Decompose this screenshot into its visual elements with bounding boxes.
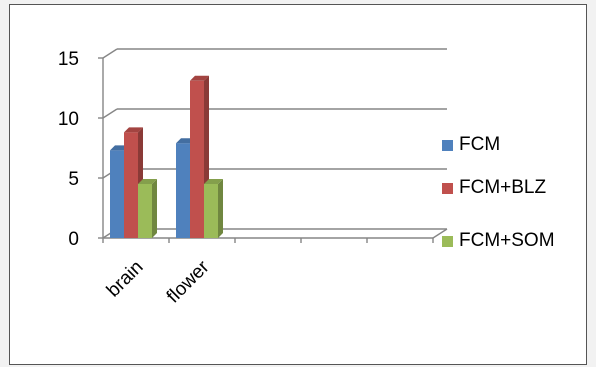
legend-label-fcm-blz: FCM+BLZ <box>459 177 547 198</box>
bar-top <box>190 75 209 81</box>
y-tick-label: 10 <box>58 109 79 130</box>
legend-swatch-fcm <box>442 139 453 151</box>
x-category-labels: brain flower <box>103 256 214 307</box>
legend-swatch-fcm-blz <box>442 182 453 194</box>
y-tick-label: 5 <box>68 169 79 190</box>
y-tick-label: 0 <box>68 229 79 250</box>
bar-front <box>110 150 124 238</box>
bar-1-2 <box>204 179 223 238</box>
bar-side <box>152 179 157 238</box>
bar-top <box>204 179 223 184</box>
bar-front <box>176 143 190 238</box>
bar-top <box>138 179 157 184</box>
legend-label-fcm-som: FCM+SOM <box>459 230 555 251</box>
gridline-connector <box>102 48 118 59</box>
bar-front <box>138 184 152 238</box>
x-category-label: flower <box>163 256 214 307</box>
legend-item-fcm: FCM <box>442 134 501 155</box>
gridlines <box>102 48 447 239</box>
legend-item-fcm-blz: FCM+BLZ <box>442 177 547 198</box>
axes <box>98 57 448 243</box>
bar-front <box>190 80 204 238</box>
bar-0-2 <box>138 179 157 238</box>
legend-item-fcm-som: FCM+SOM <box>442 230 555 251</box>
y-tick-labels: 0 5 10 15 <box>58 49 79 250</box>
legend-label-fcm: FCM <box>459 134 501 155</box>
legend-swatch-fcm-som <box>442 235 453 247</box>
chart-frame: 0 5 10 15 brain flower FCM FCM+BLZ FCM+SOM <box>9 4 587 365</box>
chart-plot: 0 5 10 15 brain flower <box>58 48 448 307</box>
bars <box>110 75 223 238</box>
bar-front <box>124 132 138 238</box>
bar-front <box>204 184 218 238</box>
bar-top <box>124 127 143 133</box>
x-category-label: brain <box>103 257 148 302</box>
floor-edge <box>432 228 448 239</box>
bar-side <box>218 179 223 238</box>
y-tick-label: 15 <box>58 49 79 70</box>
gridline-connector <box>102 108 118 119</box>
